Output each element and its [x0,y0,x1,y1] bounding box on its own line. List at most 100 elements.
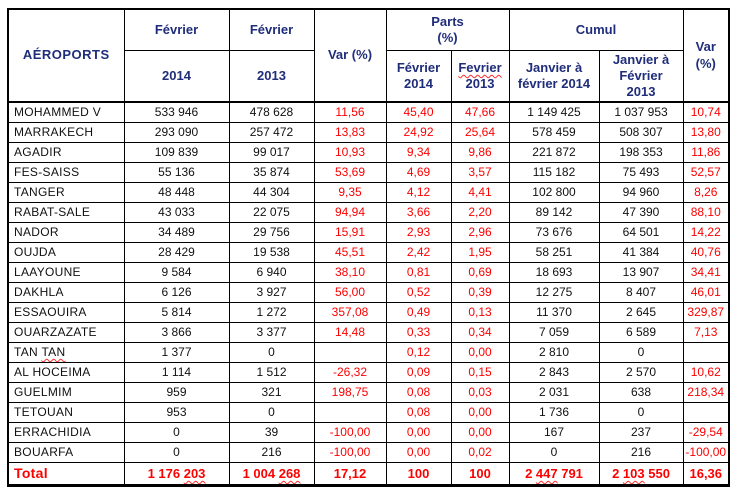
airport-label: OUJDA [7,242,125,263]
airport-value: 13,83 [313,122,387,143]
airport-value: 45,51 [313,242,387,263]
airport-value: 218,34 [682,382,730,403]
airport-value: 533 946 [123,101,230,123]
airport-label: BOUARFA [7,442,125,463]
airport-value: -100,00 [313,442,387,463]
airport-value: 0,34 [450,322,510,343]
header-year-2014: 2014 [123,50,230,103]
airport-value: 94,94 [313,202,387,223]
header-february-2014-top: Février [123,8,230,51]
airport-value: 52,57 [682,162,730,183]
airport-value: 0,13 [450,302,510,323]
header-var2-pct: Var (%) [682,8,730,103]
airport-value: 0 [598,402,684,423]
header-cumul-jan-feb-2013: Janvier à Février 2013 [598,50,684,103]
airport-value: 0 [598,342,684,363]
table-header: AÉROPORTS Février Février Var (%) Parts(… [7,8,730,103]
airport-value: 22 075 [228,202,315,223]
airport-value: 15,91 [313,222,387,243]
airport-value: 638 [598,382,684,403]
airport-value: 99 017 [228,142,315,163]
airport-value: 0,08 [385,382,452,403]
airport-value: 55 136 [123,162,230,183]
table-row: LAAYOUNE 9 584 6 940 38,10 0,81 0,69 18 693 13 … [7,262,730,283]
total-label: Total [7,462,125,486]
airport-value: -100,00 [313,422,387,443]
airport-value: 35 874 [228,162,315,183]
total-value: 100 [385,462,452,486]
airport-value: 3,57 [450,162,510,183]
total-row: Total 1 176 203 1 004 268 17,12 100 100 2 447 … [7,462,730,486]
airport-value: 0 [228,402,315,423]
airport-value: 10,62 [682,362,730,383]
airport-value: 19 538 [228,242,315,263]
airport-value: 12 275 [508,282,600,303]
total-value: 1 176 203 [123,462,230,486]
airport-value: 34 489 [123,222,230,243]
table-row: OUARZAZATE 3 866 3 377 14,48 0,33 0,34 7 059 6 … [7,322,730,343]
spellcheck-squiggle: 203 [183,466,206,481]
airport-label: LAAYOUNE [7,262,125,283]
airport-value: 1 512 [228,362,315,383]
airport-value: 89 142 [508,202,600,223]
airport-value: -29,54 [682,422,730,443]
airport-value: 6 589 [598,322,684,343]
airport-value: 9,34 [385,142,452,163]
airport-value: 2,93 [385,222,452,243]
airport-value: 88,10 [682,202,730,223]
header-cumul-jan-feb-2014: Janvier à février 2014 [508,50,600,103]
airport-value [313,342,387,363]
airport-value: 198,75 [313,382,387,403]
airport-label: AL HOCEIMA [7,362,125,383]
airport-value: 0 [123,422,230,443]
airport-value: 7,13 [682,322,730,343]
header-var-pct: Var (%) [313,8,387,103]
airport-value: 38,10 [313,262,387,283]
airport-value: 9,86 [450,142,510,163]
airport-value: 7 059 [508,322,600,343]
airport-value: 1 149 425 [508,101,600,123]
airport-value: 0,52 [385,282,452,303]
airport-value: 4,69 [385,162,452,183]
airport-value: 0 [228,342,315,363]
airport-label: AGADIR [7,142,125,163]
airport-value: 64 501 [598,222,684,243]
airport-label: TETOUAN [7,402,125,423]
airport-value: 18 693 [508,262,600,283]
airport-value: 0,08 [385,402,452,423]
airport-value: 0,00 [450,402,510,423]
airport-value: 3 377 [228,322,315,343]
airport-value [682,402,730,423]
airport-label: OUARZAZATE [7,322,125,343]
total-value: 1 004 268 [228,462,315,486]
total-value: 17,12 [313,462,387,486]
table-row: NADOR 34 489 29 756 15,91 2,93 2,96 73 676 64 5… [7,222,730,243]
airport-value: 0,33 [385,322,452,343]
airport-value: 198 353 [598,142,684,163]
airport-value: 46,01 [682,282,730,303]
airport-value: 0,39 [450,282,510,303]
table-row: ERRACHIDIA 0 39 -100,00 0,00 0,00 167 237 -29,54 [7,422,730,443]
airport-value: 1 037 953 [598,101,684,123]
airport-value: 11,86 [682,142,730,163]
airport-value: 293 090 [123,122,230,143]
spellcheck-squiggle: TAN [41,345,66,359]
table-row: MOHAMMED V 533 946 478 628 11,56 45,40 47,66 1… [7,101,730,123]
airport-value: 0,69 [450,262,510,283]
airport-value: -26,32 [313,362,387,383]
table-row: FES-SAISS 55 136 35 874 53,69 4,69 3,57 115 18… [7,162,730,183]
airport-label: DAKHLA [7,282,125,303]
airport-value: 953 [123,402,230,423]
airport-value: 11 370 [508,302,600,323]
airport-value: 28 429 [123,242,230,263]
airport-value: 0,12 [385,342,452,363]
header-parts-group: Parts (%) [385,8,510,51]
airport-value: 2 810 [508,342,600,363]
airport-value: 2,20 [450,202,510,223]
header-parts-feb-2014: Février 2014 [385,50,452,103]
airport-value: 216 [598,442,684,463]
spellcheck-squiggle: Fevrier [458,59,502,75]
spellcheck-squiggle: 268 [278,466,301,481]
airport-value: 1 736 [508,402,600,423]
airport-value: 73 676 [508,222,600,243]
